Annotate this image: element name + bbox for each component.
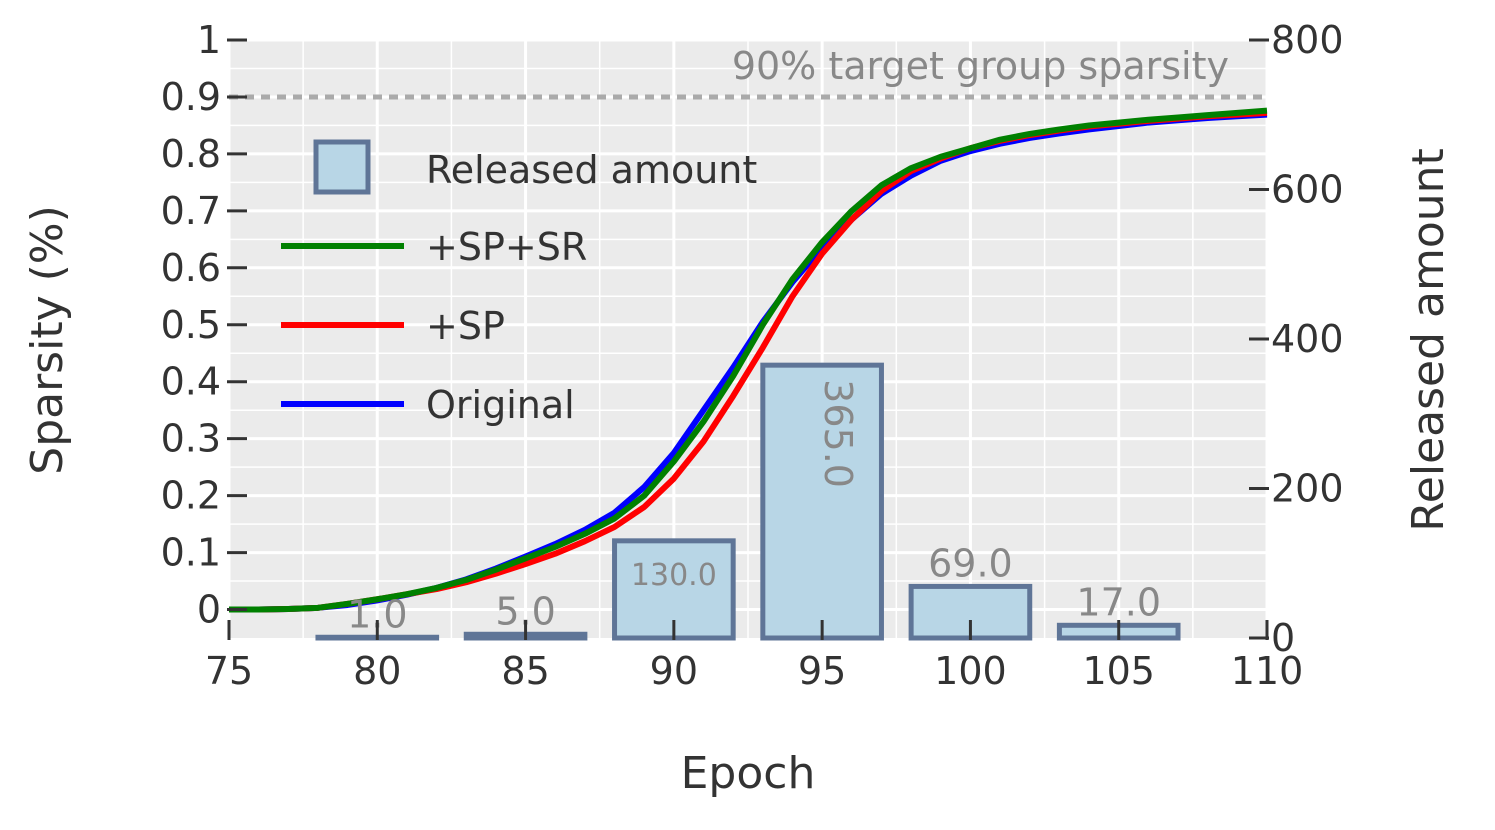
y2-ticks: 0 200 400 600 800	[1249, 18, 1344, 660]
bar-value-label: 17.0	[1076, 580, 1161, 624]
y2-axis-label: Released amount	[1403, 148, 1454, 532]
bar	[760, 362, 884, 641]
y2-tick-label: 200	[1271, 467, 1344, 511]
y-tick-label: 0.5	[161, 303, 221, 347]
legend-swatch-released	[313, 139, 371, 195]
legend-label-sp: +SP	[426, 304, 505, 348]
x-tick-label: 85	[501, 649, 549, 693]
reference-line-group: 90% target group sparsity	[229, 44, 1267, 100]
x-tick-label: 75	[205, 649, 253, 693]
y-tick-label: 0.4	[161, 360, 221, 404]
legend-label-sp-sr: +SP+SR	[426, 225, 587, 269]
bar-value-label: 365.0	[816, 379, 860, 488]
legend: Released amount +SP+SR +SP Original	[281, 139, 757, 427]
y-tick-label: 0.6	[161, 246, 221, 290]
x-ticks: 75 80 85 90 95 100 105 110	[205, 620, 1303, 693]
y-tick-label: 0.8	[161, 132, 221, 176]
y-tick-label: 0.7	[161, 189, 221, 233]
x-tick-label: 80	[353, 649, 401, 693]
y-axis-label: Sparsity (%)	[22, 205, 73, 474]
y2-tick-label: 600	[1271, 168, 1344, 212]
y2-tick-label: 0	[1271, 616, 1295, 660]
bar-value-label: 69.0	[928, 541, 1013, 585]
y2-tick-label: 800	[1271, 18, 1344, 62]
target-sparsity-label: 90% target group sparsity	[732, 44, 1229, 88]
legend-label-released: Released amount	[426, 148, 757, 192]
x-tick-label: 110	[1231, 649, 1304, 693]
y-ticks: 0 0.1 0.2 0.3 0.4 0.5 0.6 0.7 0.8 0.9 1	[161, 18, 247, 632]
x-tick-label: 100	[934, 649, 1007, 693]
x-tick-label: 95	[798, 649, 846, 693]
series-line	[229, 107, 1268, 613]
y-tick-label: 0	[197, 588, 221, 632]
series-lines	[229, 107, 1268, 613]
y2-tick-label: 400	[1271, 317, 1344, 361]
grid	[227, 38, 1269, 638]
legend-label-original: Original	[426, 383, 575, 427]
y-tick-label: 0.3	[161, 417, 221, 461]
bar-value-label: 130.0	[631, 558, 717, 593]
y-tick-label: 0.1	[161, 531, 221, 575]
y-tick-label: 0.9	[161, 75, 221, 119]
y-tick-label: 0.2	[161, 474, 221, 518]
x-tick-label: 105	[1082, 649, 1155, 693]
y-tick-label: 1	[197, 18, 221, 62]
x-axis-label: Epoch	[681, 748, 816, 799]
x-tick-label: 90	[650, 649, 698, 693]
